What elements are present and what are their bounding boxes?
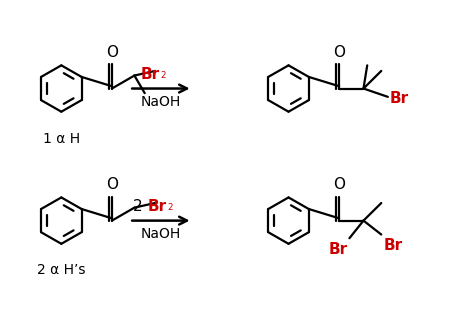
Text: $_2$: $_2$ [167,200,173,213]
Text: Br: Br [148,199,167,214]
Text: Br: Br [383,238,402,253]
Text: 2 α H’s: 2 α H’s [37,263,86,277]
Text: NaOH: NaOH [141,94,181,109]
Text: Br: Br [141,67,160,82]
Text: O: O [333,177,345,192]
Text: O: O [106,177,118,192]
Text: Br: Br [328,242,347,257]
Text: Br: Br [390,91,409,106]
Text: $_2$: $_2$ [160,68,167,81]
Text: NaOH: NaOH [141,227,181,241]
Text: O: O [333,45,345,60]
Text: 1 α H: 1 α H [43,132,80,146]
Text: O: O [106,45,118,60]
Text: 2: 2 [133,199,148,214]
